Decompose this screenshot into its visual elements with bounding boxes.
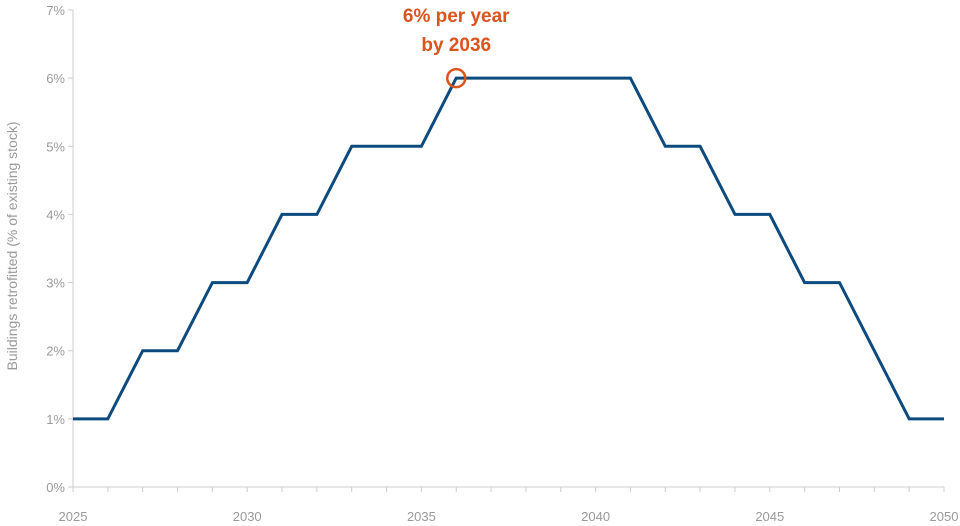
y-tick-label: 7%	[46, 3, 65, 18]
annotation-marker	[445, 67, 467, 89]
x-tick-label: 2025	[59, 509, 88, 524]
x-tick-label: 2035	[407, 509, 436, 524]
y-tick-label: 1%	[46, 412, 65, 427]
y-axis-title: Buildings retrofitted (% of existing sto…	[4, 122, 20, 371]
x-axis-tick-labels: 2025 2030 2035 2040 2045 2050	[59, 509, 959, 524]
annotation-line-2: by 2036	[421, 35, 491, 56]
y-tick-label: 4%	[46, 207, 65, 222]
y-tick-label: 0%	[46, 480, 65, 495]
x-tick-label: 2045	[755, 509, 784, 524]
x-tick-label: 2030	[233, 509, 262, 524]
series-line	[73, 76, 944, 421]
y-tick-label: 6%	[46, 71, 65, 86]
y-axis-tick-labels: 0% 1% 2% 3% 4% 5% 6% 7%	[46, 3, 65, 495]
axes	[68, 9, 945, 492]
x-tick-label: 2050	[930, 509, 959, 524]
y-tick-label: 3%	[46, 276, 65, 291]
y-tick-label: 5%	[46, 139, 65, 154]
annotation-line-1: 6% per year	[403, 6, 510, 27]
series-layer	[73, 76, 944, 421]
annotation: 6% per year by 2036	[403, 6, 510, 89]
x-tick-label: 2040	[581, 509, 610, 524]
y-tick-label: 2%	[46, 344, 65, 359]
